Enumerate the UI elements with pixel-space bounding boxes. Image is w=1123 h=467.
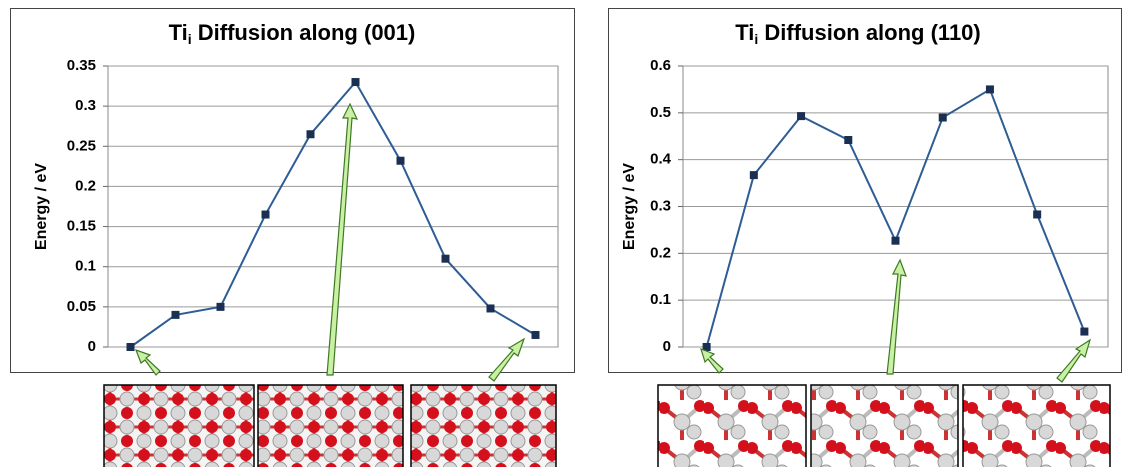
marker — [217, 303, 225, 311]
marker — [892, 237, 900, 245]
y-axis-label: Energy / eV — [33, 163, 50, 250]
y-tick-label: 0.3 — [75, 97, 96, 114]
marker — [262, 211, 270, 219]
marker — [487, 304, 495, 312]
marker — [532, 331, 540, 339]
y-tick-label: 0.3 — [650, 197, 671, 214]
y-tick-label: 0.35 — [67, 57, 96, 74]
y-axis-label: Energy / eV — [621, 163, 638, 250]
y-tick-label: 0.2 — [650, 244, 671, 261]
y-tick-label: 0.15 — [67, 218, 96, 235]
marker — [750, 171, 758, 179]
y-tick-label: 0.5 — [650, 104, 671, 121]
marker — [352, 78, 360, 86]
chart-frame — [609, 9, 1122, 373]
marker — [844, 136, 852, 144]
y-tick-label: 0 — [88, 338, 96, 355]
marker — [1033, 210, 1041, 218]
figure: Tii Diffusion along (001) Energy / eV 0 0.0… — [0, 0, 1123, 467]
marker — [127, 343, 135, 351]
title-part: Ti — [735, 20, 754, 45]
marker — [442, 255, 450, 263]
y-tick-label: 0.2 — [75, 177, 96, 194]
y-tick-label: 0.4 — [650, 151, 672, 168]
marker — [986, 85, 994, 93]
marker — [172, 311, 180, 319]
y-tick-label: 0.25 — [67, 137, 96, 154]
structure-images — [104, 385, 1110, 467]
marker — [797, 112, 805, 120]
marker — [1080, 328, 1088, 336]
page: {"chart_data": [ {"type": "line", "title… — [0, 0, 1123, 467]
chart-title: Tii Diffusion along (110) — [735, 20, 981, 47]
y-tick-label: 0.05 — [67, 298, 96, 315]
title-part: Diffusion along (110) — [758, 20, 980, 45]
marker — [939, 114, 947, 122]
title-part: Ti — [169, 20, 188, 45]
chart-title: Tii Diffusion along (001) — [169, 20, 416, 47]
marker — [397, 157, 405, 165]
title-part: Diffusion along (001) — [192, 20, 416, 45]
y-tick-label: 0.6 — [650, 57, 671, 74]
y-tick-label: 0.1 — [650, 291, 671, 308]
marker — [307, 130, 315, 138]
y-tick-label: 0 — [663, 338, 671, 355]
y-tick-label: 0.1 — [75, 258, 96, 275]
